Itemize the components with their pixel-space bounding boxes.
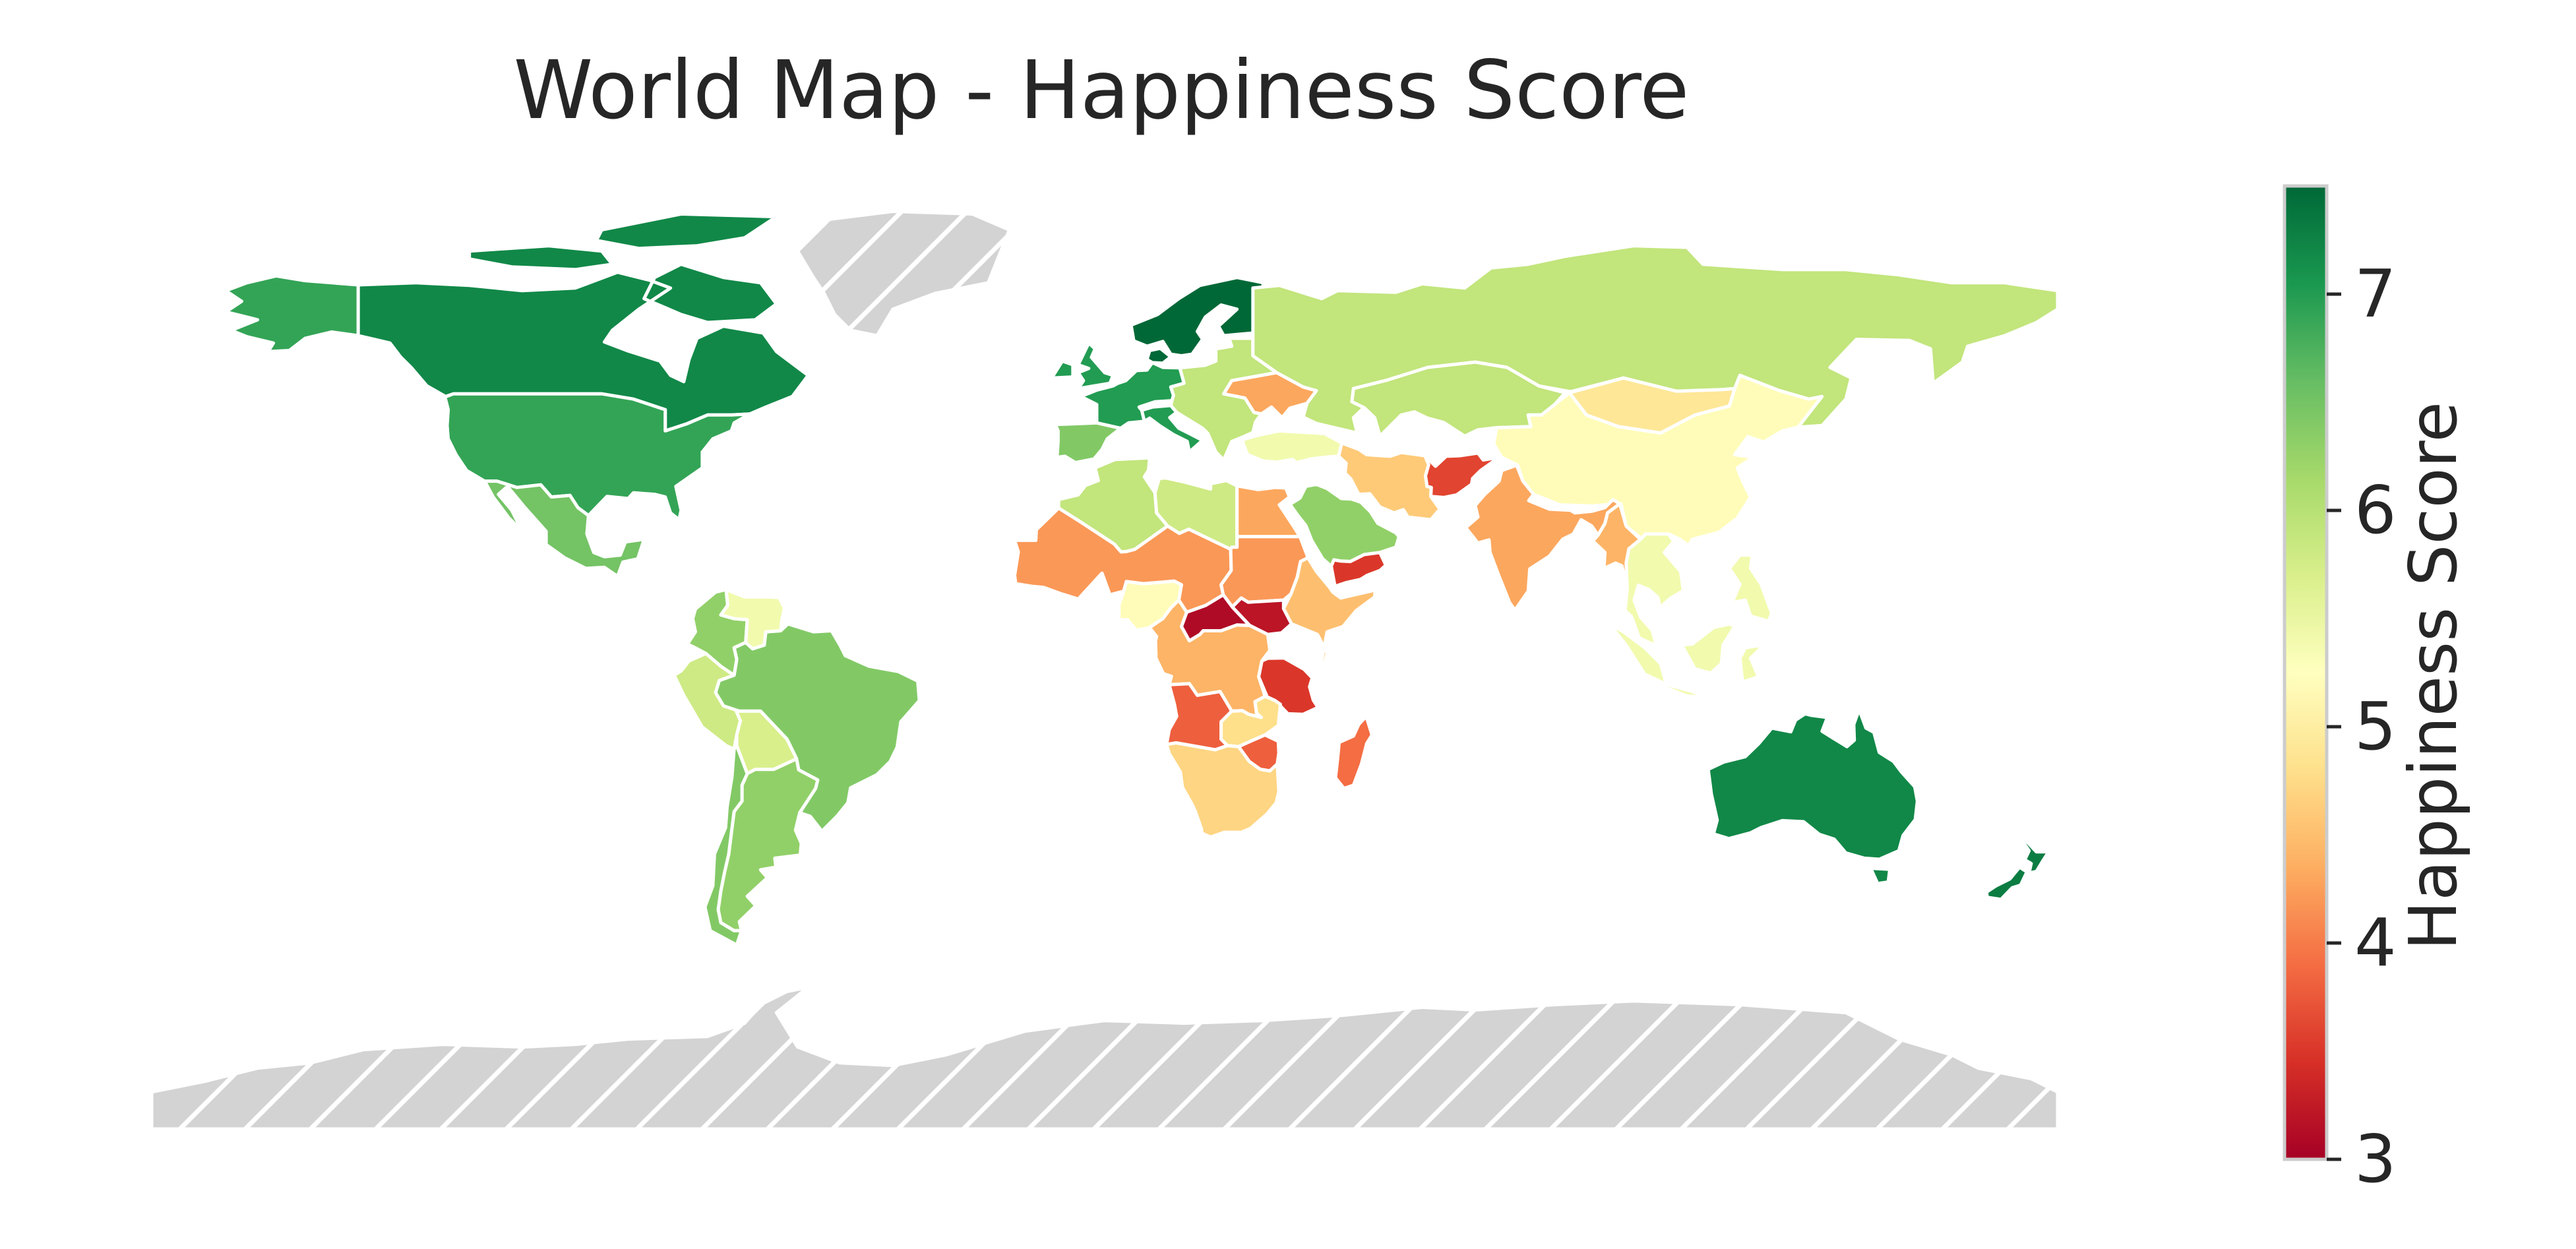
- region-saudi-arabia: [1288, 482, 1401, 568]
- region-australia: [1706, 708, 1919, 886]
- region-mexico: [483, 479, 646, 578]
- region-yemen: [1330, 551, 1388, 588]
- region-alaska-united-states: [224, 274, 360, 353]
- region-iran: [1337, 441, 1442, 522]
- region-united-states: [443, 392, 752, 522]
- map-regions: [150, 210, 2060, 1131]
- colorbar-label: Happiness Score: [2395, 401, 2472, 951]
- region-greenland: [795, 210, 1011, 338]
- region-egypt: [1235, 484, 1302, 539]
- colorbar-tick-label: 4: [2354, 904, 2397, 981]
- colorbar-tick-label: 6: [2354, 472, 2397, 549]
- region-southeast-asia: [1607, 532, 1773, 700]
- region-western-europe: [1050, 341, 1204, 454]
- region-spain: [1053, 421, 1122, 464]
- region-south-africa: [1165, 741, 1281, 839]
- region-madagascar: [1334, 714, 1374, 790]
- region-turkey: [1241, 429, 1344, 464]
- region-peru: [672, 652, 743, 751]
- colorbar-tick-label: 3: [2354, 1120, 2397, 1198]
- region-afghanistan: [1423, 451, 1501, 499]
- region-eastern-europe: [1169, 336, 1279, 462]
- region-ethiopia: [1281, 556, 1377, 669]
- region-russia: [1251, 244, 2060, 435]
- colorbar-ticks: [2327, 292, 2341, 1161]
- region-nigeria: [1117, 579, 1183, 632]
- chart-title: World Map - Happiness Score: [513, 44, 1690, 137]
- region-antarctica: [150, 985, 2060, 1131]
- region-myanmar: [1591, 502, 1642, 592]
- region-bolivia: [734, 709, 799, 776]
- colorbar: [2283, 184, 2341, 1161]
- region-kazakhstan: [1350, 360, 1567, 438]
- region-canada: [356, 212, 810, 433]
- region-new-zealand: [1984, 834, 2050, 901]
- colorbar-tick-label: 5: [2354, 688, 2397, 765]
- colorbar-tick-label: 7: [2354, 255, 2397, 332]
- region-nordic-countries: [1129, 276, 1273, 365]
- region-venezuela: [719, 588, 786, 651]
- region-chile: [703, 744, 749, 947]
